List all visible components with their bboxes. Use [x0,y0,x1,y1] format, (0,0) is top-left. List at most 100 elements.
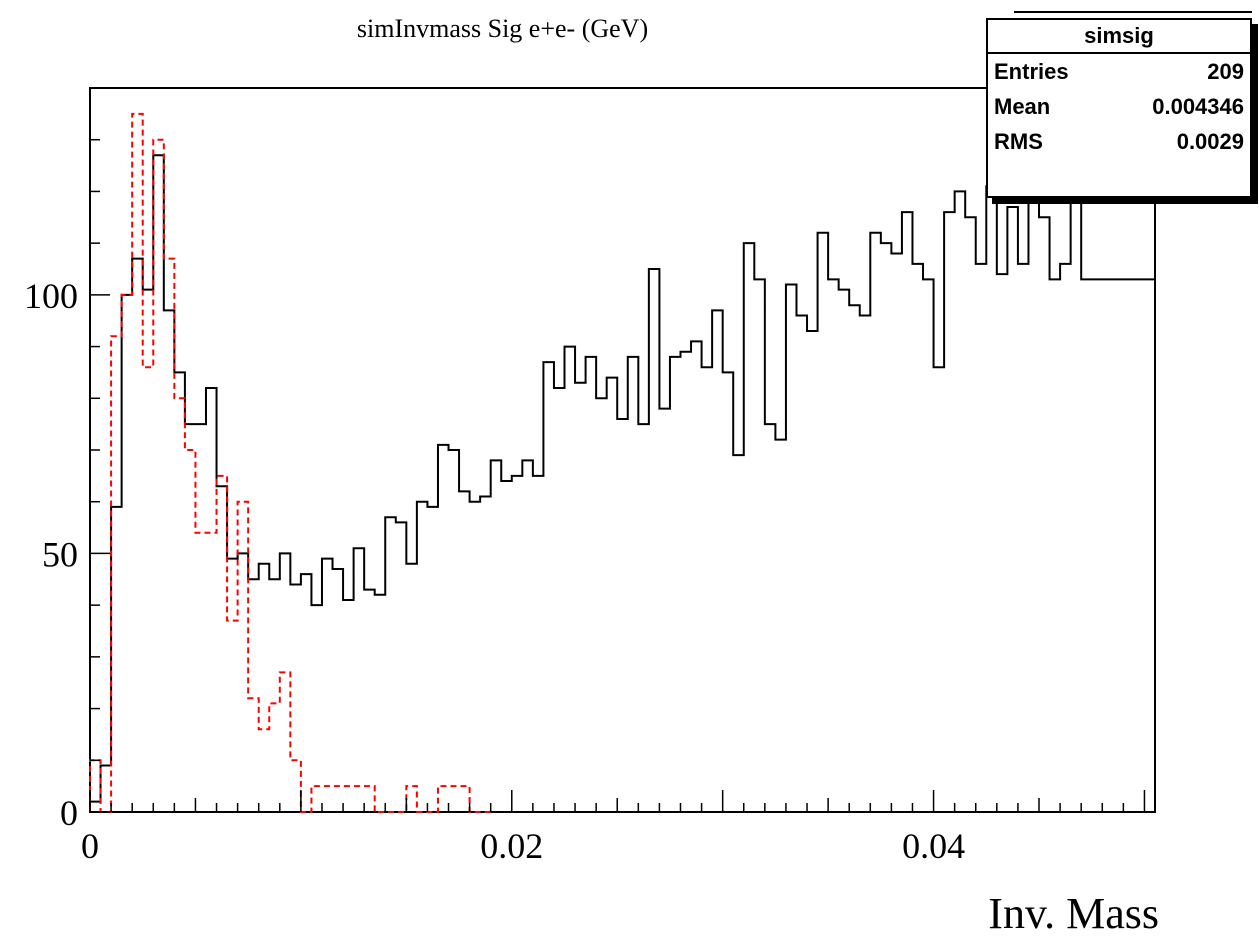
histogram-bin [649,269,660,812]
series-line [89,112,491,813]
stats-label: Mean [994,94,1051,119]
histogram-bin [90,802,101,812]
stats-value: 209 [1207,59,1244,84]
histogram-bin [965,217,976,812]
stats-label: RMS [994,129,1043,154]
histogram-bin [902,212,913,812]
histogram-bin [238,553,249,812]
histogram-bin [333,786,344,812]
histogram-bin [986,186,997,812]
histogram-bin [311,605,322,812]
histogram-bin [290,760,301,812]
histogram-bin [501,481,512,812]
histogram-bin [1071,150,1082,812]
histogram-bin [153,155,164,812]
histogram-bin [122,295,133,812]
histogram-bin [691,341,702,812]
histogram-bin [259,564,270,812]
histogram-bin [375,595,386,812]
histogram-bin [238,502,249,812]
histogram-bin [333,569,344,812]
histogram-bin [406,786,417,812]
histogram-bin [881,243,892,812]
chart-title: simInvmass Sig e+e- (GeV) [356,14,649,43]
histogram-bin [976,264,987,812]
histogram-bin [322,559,333,812]
histogram-bin [227,559,238,812]
histogram-bin [385,517,396,812]
histogram-bin [596,398,607,812]
histogram-bin [575,383,586,812]
stats-box-title: simsig [988,20,1250,54]
histogram-bin [217,476,228,812]
histogram-bin [449,786,460,812]
histogram-bin [775,440,786,812]
histogram-bin [491,460,502,812]
histogram-bin [586,357,597,812]
histogram-bin [427,507,438,812]
histogram-bin [111,507,122,812]
x-axis-label: Inv. Mass [988,889,1159,938]
histogram-bin [111,336,122,812]
histogram-bin [90,760,101,812]
stats-label: Entries [994,59,1069,84]
histogram-bin [280,553,291,812]
histogram-bin [195,533,206,812]
histogram-bin [796,316,807,812]
histogram-bin [311,786,322,812]
histogram-bin [132,259,143,812]
histogram-bin [459,786,470,812]
histogram-bin [1050,279,1061,812]
histogram-bin [628,357,639,812]
histogram-bin [132,114,143,812]
histogram-bin [480,497,491,812]
stats-value: 0.0029 [1176,129,1244,154]
histogram-bin [185,450,196,812]
histogram-bin [912,264,923,812]
histogram-bin [512,476,523,812]
histogram-bin [290,584,301,812]
histogram-bin [143,367,154,812]
histogram-bin [607,378,618,812]
x-tick-label: 0.04 [902,826,965,866]
histogram-bin [354,548,365,812]
histogram-bin [870,233,881,812]
histogram-bin [153,140,164,812]
histogram-bin [470,502,481,812]
histogram-bin [828,279,839,812]
histogram-bin [301,574,312,812]
histogram-bin [164,259,175,812]
histogram-bin [174,398,185,812]
histogram-bin [206,388,217,812]
histogram-bin [554,388,565,812]
histogram-bin [891,253,902,812]
histogram-bin [617,419,628,812]
histogram-bin [449,450,460,812]
stats-box: simsig Entries 209 Mean 0.004346 RMS 0.0… [986,18,1252,198]
histogram-bin [343,600,354,812]
histogram-bin [723,372,734,812]
histogram-bin [1060,264,1071,812]
histogram-bin [396,522,407,812]
y-tick-label: 0 [60,793,78,833]
histogram-bin [923,279,934,812]
histogram-bin [786,285,797,812]
stats-box-top-line [1014,11,1252,13]
histogram-bin [206,533,217,812]
histogram-bin [659,409,670,812]
histogram-bin [1081,279,1155,812]
histogram-bin [248,579,259,812]
x-tick-label: 0.02 [480,826,543,866]
histogram-bin [406,564,417,812]
series-line [89,149,1156,812]
histogram-bin [1007,207,1018,812]
histogram-bin [638,424,649,812]
histogram-bin [174,372,185,812]
histogram-bin [807,331,818,812]
histogram-bin [122,295,133,812]
stats-row-entries: Entries 209 [988,54,1250,89]
histogram-bin [712,310,723,812]
series-solid-black [89,149,1156,812]
histogram-bin [354,786,365,812]
